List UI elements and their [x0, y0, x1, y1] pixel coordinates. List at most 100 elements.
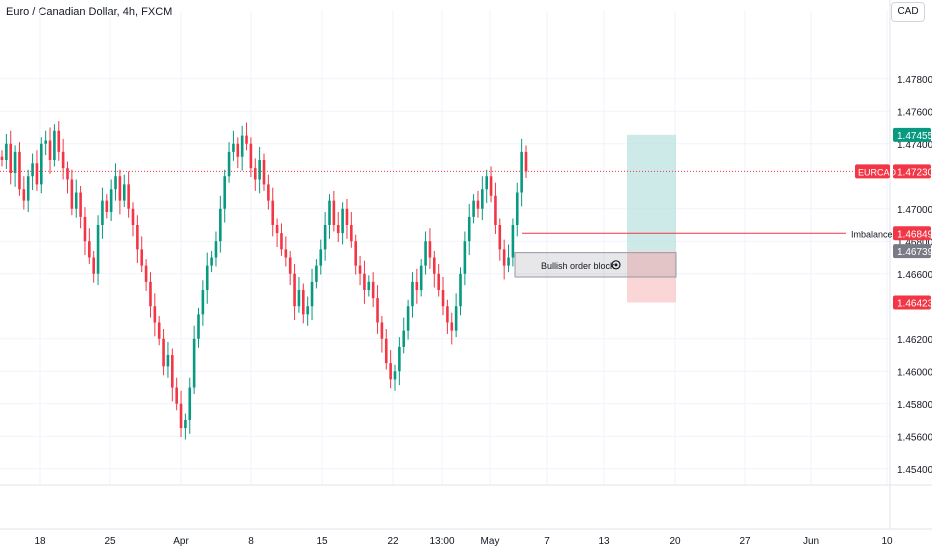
candle-body — [70, 179, 74, 209]
candle-body — [293, 273, 296, 307]
candle-body — [284, 249, 288, 258]
candle-body — [498, 225, 502, 250]
candle-body — [131, 208, 135, 225]
candle-body — [253, 168, 257, 180]
x-tick-label: May — [481, 536, 500, 547]
candle-body — [437, 273, 440, 290]
candle-body — [127, 184, 130, 209]
candle-body — [232, 143, 235, 152]
take-profit-zone — [627, 134, 676, 252]
candle-body — [376, 298, 379, 323]
currency-button[interactable]: CAD — [891, 2, 925, 22]
imbalance-price-tag: 1.46849 — [897, 229, 932, 240]
candle-body — [184, 420, 187, 429]
eye-icon — [611, 260, 621, 270]
x-tick-label: Jun — [803, 536, 819, 547]
candle-body — [197, 314, 200, 339]
candle-body — [122, 184, 126, 201]
x-tick-label: 13:00 — [429, 536, 454, 547]
candle-body — [415, 281, 419, 290]
candle-body — [5, 143, 8, 160]
candle-body — [271, 200, 275, 225]
candle-body — [92, 257, 95, 274]
candle-body — [350, 225, 353, 242]
stop-loss-price-tag: 1.46423 — [897, 299, 932, 310]
imbalance-price-tag-bg — [893, 226, 931, 241]
candle-body — [389, 363, 392, 380]
current-price-tag-bg — [893, 164, 931, 179]
candle-body — [57, 130, 61, 152]
y-tick-label: 1.46000 — [897, 367, 932, 378]
candle-body — [240, 135, 244, 157]
candle-body — [384, 338, 388, 364]
y-tick-label: 1.46200 — [897, 335, 932, 346]
candle-body — [26, 176, 30, 201]
candle-body — [201, 290, 205, 315]
candle-body — [494, 195, 497, 225]
candle-body — [341, 208, 344, 234]
candle-body — [502, 249, 506, 266]
candle-body — [162, 338, 165, 367]
candle-body — [262, 160, 266, 185]
y-tick-label: 1.45800 — [897, 400, 932, 411]
candle-body — [136, 225, 139, 250]
candle-body — [424, 241, 427, 266]
candle-body — [223, 176, 226, 209]
candle-body — [171, 355, 174, 388]
x-tick-label: 15 — [316, 536, 328, 547]
candle-body — [520, 151, 523, 193]
candle-body — [363, 273, 366, 290]
candle-body — [236, 143, 240, 157]
candle-body — [398, 346, 401, 372]
candle-body — [79, 192, 82, 217]
symbol-tag-bg — [855, 164, 890, 179]
candle-body — [175, 387, 178, 404]
candle-body — [354, 241, 357, 266]
candle-body — [402, 330, 406, 347]
candle-body — [467, 216, 471, 242]
candle-body — [188, 387, 192, 420]
candle-body — [459, 273, 462, 307]
candle-body — [485, 176, 488, 190]
candle-body — [192, 338, 196, 388]
y-tick-label: 1.47600 — [897, 107, 932, 118]
candle-body — [411, 281, 414, 307]
x-tick-label: 20 — [669, 536, 681, 547]
x-tick-label: 22 — [387, 536, 399, 547]
y-tick-label: 1.47800 — [897, 75, 932, 86]
candle-body — [315, 265, 318, 282]
candle-body — [18, 151, 21, 190]
candle-body — [306, 306, 309, 315]
candle-body — [74, 192, 78, 209]
take-profit-price-tag: 1.47455 — [897, 131, 932, 142]
candle-body — [454, 306, 458, 331]
candle-body — [297, 290, 301, 307]
candle-body — [109, 189, 113, 212]
candle-body — [367, 281, 371, 290]
candle-body — [35, 163, 39, 185]
candle-body — [267, 184, 270, 201]
candle-body — [515, 192, 519, 225]
take-profit-price-tag-bg — [893, 127, 931, 142]
x-tick-label: 8 — [248, 536, 254, 547]
candle-body — [419, 265, 423, 290]
candle-body — [205, 265, 209, 290]
candle-body — [153, 306, 157, 323]
candle-body — [441, 290, 445, 307]
candle-body — [288, 257, 292, 274]
candle-body — [83, 216, 87, 242]
candle-body — [44, 140, 47, 144]
candle-body — [214, 241, 218, 258]
candle-body — [323, 225, 327, 250]
candle-body — [507, 257, 510, 266]
y-tick-label: 1.46800 — [897, 237, 932, 248]
candle-body — [319, 249, 323, 266]
candle-body — [210, 257, 213, 266]
candle-body — [144, 265, 148, 282]
candle-body — [481, 189, 484, 209]
candle-body — [433, 257, 436, 274]
order-block-zone — [514, 252, 677, 278]
candle-body — [393, 371, 397, 380]
candle-body — [157, 322, 161, 339]
